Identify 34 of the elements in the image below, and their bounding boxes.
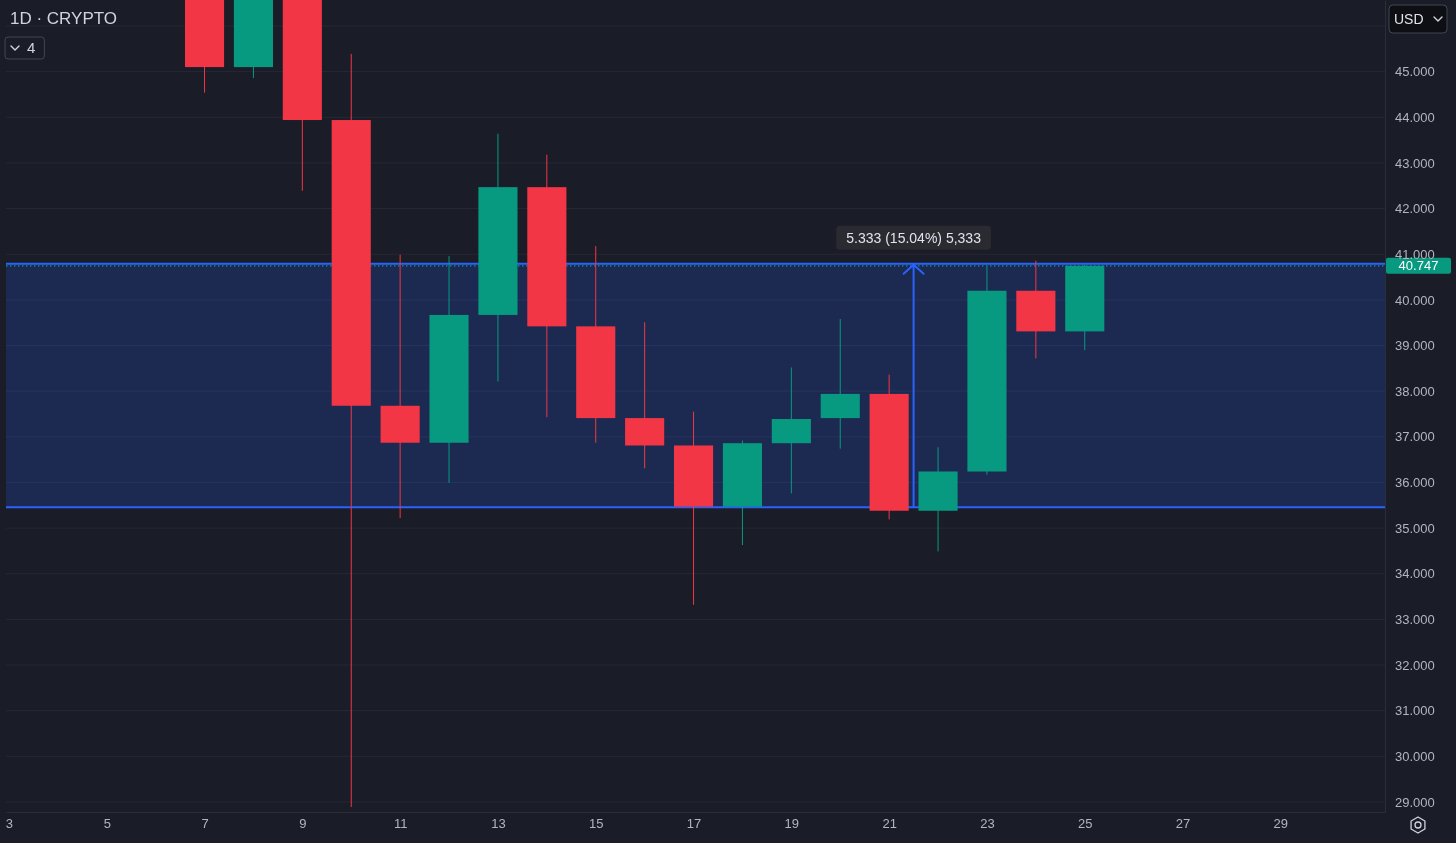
x-tick-label: 19 [784, 816, 800, 832]
y-axis-title: USD [1394, 10, 1424, 27]
x-tick-label: 7 [201, 816, 209, 832]
y-tick-label: 43.000 [1395, 155, 1435, 171]
x-tick-label: 5 [103, 816, 111, 832]
y-tick-label: 29.000 [1395, 794, 1435, 810]
x-tick-label: 11 [393, 816, 408, 832]
y-tick-label: 37.000 [1395, 429, 1435, 445]
x-tick-label: 29 [1273, 816, 1289, 832]
text: 1D · CRYPTO [10, 9, 118, 28]
y-tick-label: 35.000 [1395, 520, 1435, 536]
x-tick-label: 21 [882, 816, 897, 832]
y-tick-label: 44.000 [1395, 109, 1435, 125]
y-tick-label: 42.000 [1395, 201, 1435, 217]
x-tick-label: 13 [491, 816, 506, 832]
x-tick-label: 17 [686, 816, 702, 832]
y-tick-label: 45.000 [1395, 64, 1435, 80]
x-tick-label: 3 [5, 816, 14, 832]
y-tick-label: 36.000 [1395, 475, 1435, 491]
y-tick-label: 31.000 [1395, 703, 1435, 719]
y-tick-label: 38.000 [1395, 383, 1435, 399]
y-tick-label: 39.000 [1395, 338, 1435, 354]
y-tick-label: 34.000 [1395, 566, 1435, 582]
y-tick-label: 30.000 [1395, 748, 1435, 764]
y-tick-label: 40.000 [1395, 292, 1435, 308]
x-tick-label: 9 [299, 816, 307, 832]
x-tick-label: 27 [1175, 816, 1191, 832]
annotation: 5.333 (15.04%) 5,333 [846, 229, 982, 246]
x-tick-label: 25 [1078, 816, 1093, 832]
x-tick-label: 15 [589, 816, 604, 832]
x-tick-label: 23 [980, 816, 995, 832]
annotation: 4 [27, 39, 36, 57]
y-tick-label: 32.000 [1395, 657, 1435, 673]
y-tick-label: 33.000 [1395, 612, 1435, 628]
